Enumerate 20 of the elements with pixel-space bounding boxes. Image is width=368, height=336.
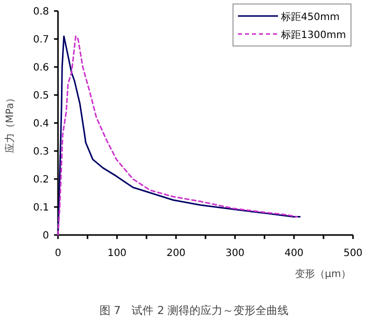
x-tick-label: 0 bbox=[54, 248, 62, 259]
y-tick-label: 0.7 bbox=[33, 34, 49, 46]
x-tick-label: 100 bbox=[107, 248, 127, 259]
x-tick-label: 500 bbox=[343, 248, 363, 259]
x-tick-label: 400 bbox=[284, 248, 304, 259]
y-tick-label: 0.2 bbox=[33, 174, 49, 186]
text: 图 7 试件 2 测得的应力～变形全曲线 bbox=[99, 304, 289, 317]
x-tick-label: 200 bbox=[166, 248, 186, 259]
y-tick-label: 0.4 bbox=[33, 118, 49, 130]
y-axis-title: 应力（MPa） bbox=[4, 92, 16, 154]
x-axis-title: 变形（μm） bbox=[294, 268, 351, 280]
y-tick-label: 0.8 bbox=[33, 6, 49, 18]
legend-label: 标距1300mm bbox=[280, 29, 346, 41]
y-tick-label: 0.6 bbox=[33, 62, 49, 74]
y-tick-label: 0.5 bbox=[33, 90, 49, 102]
y-tick-label: 0.3 bbox=[33, 146, 49, 158]
x-tick-label: 300 bbox=[225, 248, 245, 259]
y-tick-label: 0 bbox=[42, 230, 49, 242]
y-tick-label: 0.1 bbox=[33, 202, 49, 214]
legend-label: 标距450mm bbox=[280, 11, 340, 23]
